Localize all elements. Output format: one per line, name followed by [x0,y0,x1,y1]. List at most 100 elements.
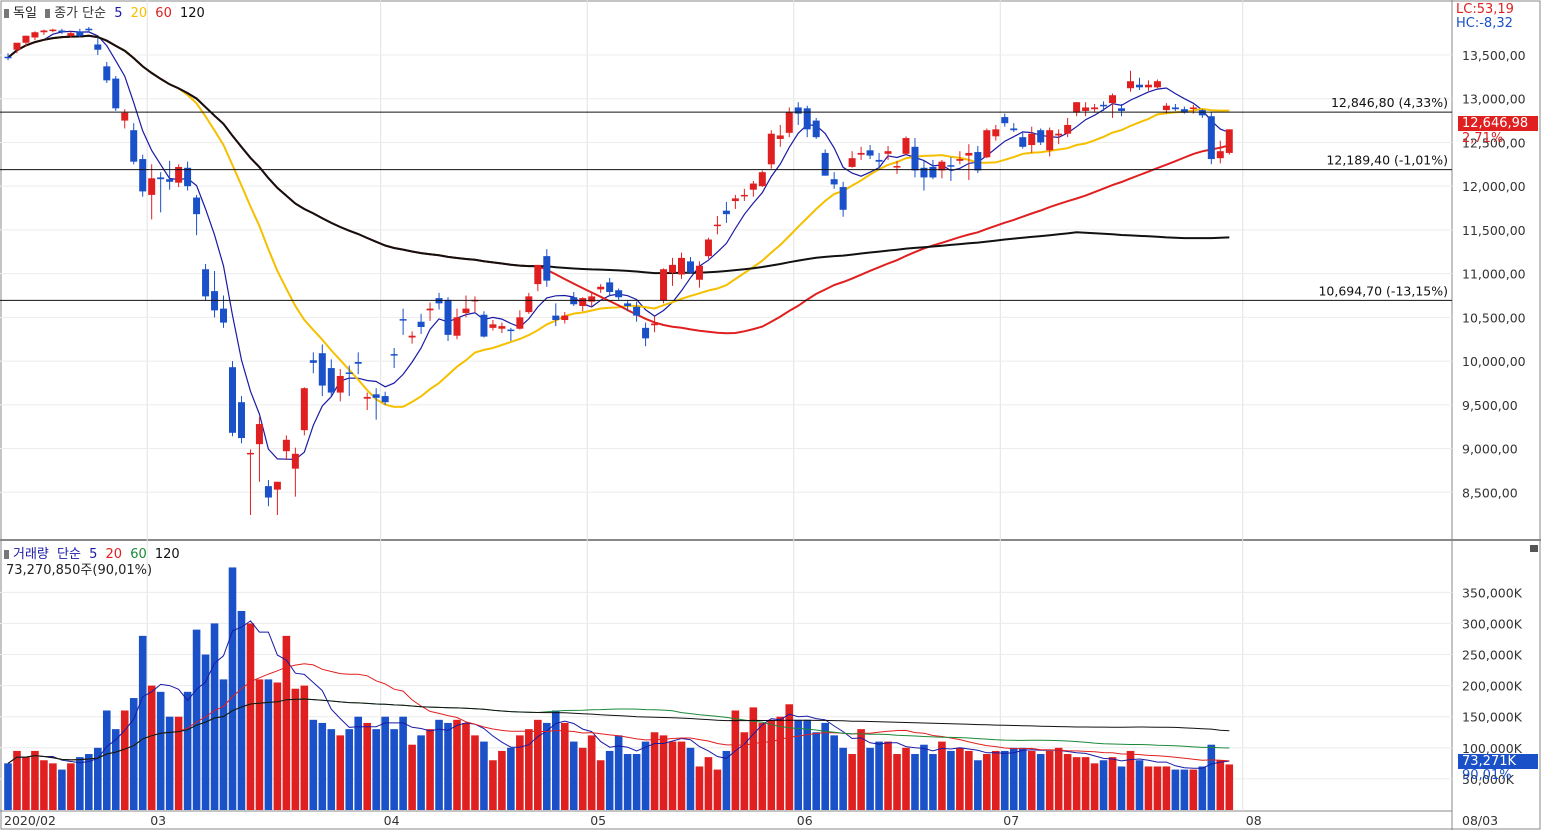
candle [40,29,48,35]
candle [1118,103,1126,117]
candle [830,172,838,189]
candle [624,300,632,312]
candle-body [938,161,946,171]
volume-bar [219,679,228,810]
candle-body [1198,110,1206,116]
candle-body [67,33,75,36]
x-tick-label: 07 [1003,813,1019,828]
volume-bar [722,750,731,810]
candle [992,124,1000,141]
candle [49,28,57,33]
volume-bar [578,747,587,810]
candle [731,194,739,209]
candle [704,237,712,259]
volume-bar [273,682,282,810]
price-tick-label: 10,000,00 [1462,354,1526,369]
candle [246,449,254,516]
volume-bar [480,741,488,810]
volume-bar [614,735,623,810]
volume-bar [390,729,398,810]
volume-tick-label: 200,000K [1462,679,1523,694]
candle [202,264,210,301]
candle-body [1135,84,1143,88]
candle-body [1207,116,1215,160]
candle [273,481,281,516]
candle [1037,128,1045,146]
volume-bar [534,719,542,810]
volume-bar [794,719,803,810]
price-tick-label: 13,500,00 [1462,48,1526,63]
candle-body [112,78,120,109]
candle [911,138,919,178]
volume-bar [947,750,955,810]
volume-bar [453,719,461,810]
volume-bar [1198,766,1207,810]
candle-body [1144,84,1152,88]
price-title: 독일 [13,6,37,21]
volume-bar [264,679,273,810]
volume-ma-line [7,698,1230,764]
candle [902,136,910,156]
candle-body [543,256,551,281]
volume-bar [435,719,443,810]
volume-tick-label: 100,000K [1462,741,1523,756]
volume-bar [1189,769,1198,810]
candle-body [175,166,183,183]
candle [848,151,856,168]
volume-bar [866,747,874,810]
volume-bar [1036,754,1045,810]
volume-ma5: 5 [89,547,98,562]
candle [525,292,533,314]
candle-body [1153,81,1161,88]
candle-body [588,296,596,302]
candle [327,359,335,397]
volume-bar [85,754,93,810]
candle [1144,80,1152,91]
candle [570,291,578,306]
candle [1001,113,1009,127]
candle-body [372,394,380,398]
candle-body [1046,130,1054,151]
candle-body [722,210,730,215]
volume-tick-label: 50,000K [1462,772,1515,787]
volume-bar [444,722,452,810]
volume-bar [246,623,255,810]
price-ma-line [7,34,1230,408]
candle-body [345,372,353,374]
x-tick-label: 05 [590,813,606,828]
candle [255,417,263,482]
volume-bar [569,741,578,810]
candle [426,302,434,321]
x-tick-label: 04 [384,813,400,828]
candle-body [597,286,605,290]
x-tick-label: 03 [150,813,166,828]
candle-body [1118,108,1126,111]
volume-bar [974,760,982,810]
volume-bar [920,744,928,810]
candle-body [642,327,650,339]
current-volume-badge: 73,271K [1458,754,1538,769]
candle-body [992,129,1000,137]
candle-body [1073,102,1081,113]
candle-body [417,321,425,327]
volume-bar [336,735,345,810]
candle-body [327,368,335,393]
candle-body [1180,109,1188,113]
candle [291,447,299,497]
volume-bar [1216,760,1225,810]
hc-label: HC:-8,32 [1456,16,1513,31]
volume-bar [704,757,713,810]
volume-bar [327,729,336,810]
volume-ma-line [7,663,1230,764]
candle [363,392,371,411]
candle-body [1100,104,1108,107]
candle-body [507,329,515,332]
candle [4,53,12,61]
volume-bar [228,567,237,810]
price-tick-label: 13,000,00 [1462,92,1526,107]
panel-toggle-icon[interactable] [1530,545,1538,552]
volume-bar [1009,747,1018,810]
legend-square-icon [4,9,9,18]
volume-bar [830,735,838,810]
volume-bar [525,729,533,810]
